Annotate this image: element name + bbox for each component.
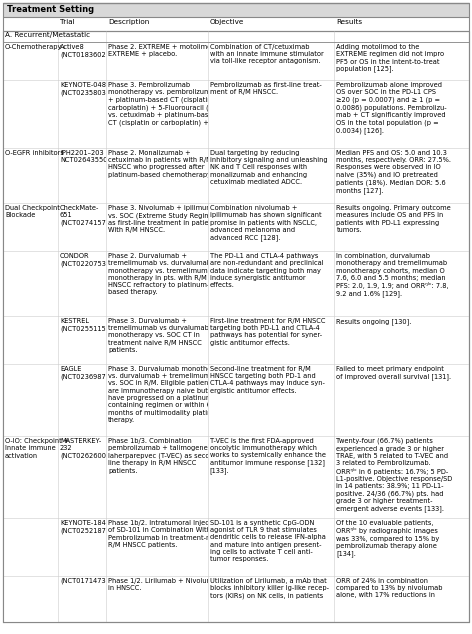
- Text: O-IO: Checkpoint +
Innate immune
activation: O-IO: Checkpoint + Innate immune activat…: [5, 438, 69, 458]
- Text: Phase 3. Nivolumab + ipilimumab
vs. SOC (Extreme Study Regimen)
as first-line tr: Phase 3. Nivolumab + ipilimumab vs. SOC …: [108, 205, 222, 233]
- Text: Description: Description: [108, 19, 149, 25]
- Text: Phase 1b/2. Intratumoral Injections
of SD-101 in Combination With
Pembrolizumab : Phase 1b/2. Intratumoral Injections of S…: [108, 520, 225, 548]
- Text: Of the 10 evaluable patients,
ORRᵑᴵᶜ by radiographic images
was 33%, compared to: Of the 10 evaluable patients, ORRᵑᴵᶜ by …: [337, 520, 439, 557]
- Text: SD-101 is a synthetic CpG-ODN
agonist of TLR 9 that stimulates
dendritic cells t: SD-101 is a synthetic CpG-ODN agonist of…: [210, 520, 326, 562]
- Text: (NCT01714739): (NCT01714739): [60, 578, 112, 585]
- Text: O-Chemotherapy: O-Chemotherapy: [5, 44, 62, 50]
- Text: ORR of 24% in combination
compared to 13% by nivolumab
alone, with 17% reduction: ORR of 24% in combination compared to 13…: [337, 578, 443, 598]
- Text: KEYNOTE-048
(NCT02358031): KEYNOTE-048 (NCT02358031): [60, 82, 112, 96]
- Text: O-EGFR inhibitors: O-EGFR inhibitors: [5, 150, 64, 156]
- Bar: [3, 3, 469, 17]
- Text: Treatment Setting: Treatment Setting: [7, 5, 94, 14]
- Text: Results ongoing. Primary outcome
measures include OS and PFS in
patients with PD: Results ongoing. Primary outcome measure…: [337, 205, 451, 233]
- Text: Pembrolizumab alone improved
OS over SOC in the PD-L1 CPS
≥20 (p = 0.0007) and ≥: Pembrolizumab alone improved OS over SOC…: [337, 82, 447, 134]
- Text: EAGLE
(NCT02369874): EAGLE (NCT02369874): [60, 366, 113, 380]
- Text: Dual targeting by reducing
inhibitory signaling and unleashing
NK and T Cell res: Dual targeting by reducing inhibitory si…: [210, 150, 327, 185]
- Text: KEYNOTE-184
(NCT02521870): KEYNOTE-184 (NCT02521870): [60, 520, 113, 534]
- Text: Phase 2. Durvalumab +
tremelimumab vs. durvalumab
monotherapy vs. tremelimumab
m: Phase 2. Durvalumab + tremelimumab vs. d…: [108, 253, 216, 295]
- Bar: [3, 17, 469, 31]
- Text: Objective: Objective: [210, 19, 244, 25]
- Text: Second-line treatment for R/M
HNSCC targeting both PD-1 and
CTLA-4 pathways may : Second-line treatment for R/M HNSCC targ…: [210, 366, 324, 394]
- Text: Phase 2. EXTREME + motolimod vs.
EXTREME + placebo.: Phase 2. EXTREME + motolimod vs. EXTREME…: [108, 44, 227, 57]
- Text: Combination nivolumab +
ipilimumab has shown significant
promise in patients wit: Combination nivolumab + ipilimumab has s…: [210, 205, 321, 241]
- Text: A. Recurrent/Metastatic: A. Recurrent/Metastatic: [5, 32, 90, 39]
- Bar: [3, 42, 58, 148]
- Text: First-line treatment for R/M HNSCC
targeting both PD-L1 and CTLA-4
pathways has : First-line treatment for R/M HNSCC targe…: [210, 318, 325, 346]
- Text: Phase 1/2. Lirilumab + Nivolumab
in HNSCC.: Phase 1/2. Lirilumab + Nivolumab in HNSC…: [108, 578, 221, 592]
- Text: Failed to meet primary endpoint
of improved overall survival [131].: Failed to meet primary endpoint of impro…: [337, 366, 451, 380]
- Text: Median PFS and OS: 5.0 and 10.3
months, respectively. ORR: 27.5%.
Responses were: Median PFS and OS: 5.0 and 10.3 months, …: [337, 150, 451, 194]
- Text: Results: Results: [337, 19, 362, 25]
- Text: Results ongoing [130].: Results ongoing [130].: [337, 318, 412, 325]
- Text: Combination of CT/cetuximab
with an innate immune stimulator
via toll-like recep: Combination of CT/cetuximab with an inna…: [210, 44, 323, 65]
- Text: In combination, durvalumab
monotherapy and tremelimumab
monotherapy cohorts, med: In combination, durvalumab monotherapy a…: [337, 253, 449, 297]
- Text: The PD-L1 and CTLA-4 pathways
are non-redundant and preclinical
data indicate ta: The PD-L1 and CTLA-4 pathways are non-re…: [210, 253, 323, 288]
- Text: MASTERKEY-
232
(NCT02626000): MASTERKEY- 232 (NCT02626000): [60, 438, 113, 459]
- Bar: [3, 436, 58, 622]
- Bar: [3, 203, 58, 436]
- Bar: [3, 148, 58, 203]
- Text: Adding motolimod to the
EXTREME regimen did not impro
PF5 or OS in the intent-to: Adding motolimod to the EXTREME regimen …: [337, 44, 445, 72]
- Text: CheckMate-
651
(NCT02741570): CheckMate- 651 (NCT02741570): [60, 205, 113, 226]
- Text: Dual Checkpoint
Blockade: Dual Checkpoint Blockade: [5, 205, 60, 218]
- Text: Phase 2. Monalizumab +
cetuximab in patients with R/M
HNSCC who progressed after: Phase 2. Monalizumab + cetuximab in pati…: [108, 150, 212, 178]
- Text: CONDOR
(NCT02207530): CONDOR (NCT02207530): [60, 253, 113, 267]
- Text: KESTREL
(NCT02551159): KESTREL (NCT02551159): [60, 318, 112, 332]
- Text: Phase 1b/3. Combination
pembrolizumab + talimogene
laherparepvec (T-VEC) as seco: Phase 1b/3. Combination pembrolizumab + …: [108, 438, 220, 474]
- Text: Twenty-four (66.7%) patients
experienced a grade 3 or higher
TRAE, with 5 relate: Twenty-four (66.7%) patients experienced…: [337, 438, 453, 512]
- Text: Trial: Trial: [60, 19, 75, 25]
- Text: Phase 3. Durvalumab +
tremelimumab vs durvalumab
monotherapy vs. SOC CT in
treat: Phase 3. Durvalumab + tremelimumab vs du…: [108, 318, 209, 353]
- Text: Phase 3. Durvalumab monotherapy
vs. durvalumab + tremelimumab
vs. SOC in R/M. El: Phase 3. Durvalumab monotherapy vs. durv…: [108, 366, 227, 423]
- Text: T-VEC is the first FDA-approved
oncolytic immunotherapy which
works to systemica: T-VEC is the first FDA-approved oncolyti…: [210, 438, 326, 474]
- Text: IPH2201–203
NCT02643550: IPH2201–203 NCT02643550: [60, 150, 108, 163]
- Text: Active8
(NCT01836029): Active8 (NCT01836029): [60, 44, 112, 58]
- Text: Phase 3. Pembrolizumab
monotherapy vs. pembrolizumab
+ platinum-based CT (cispla: Phase 3. Pembrolizumab monotherapy vs. p…: [108, 82, 228, 126]
- Text: Pembrolizumab as first-line treat-
ment of R/M HNSCC.: Pembrolizumab as first-line treat- ment …: [210, 82, 321, 95]
- Text: Utilization of Lirilumab, a mAb that
blocks inhibitory killer Ig-like recep-
tor: Utilization of Lirilumab, a mAb that blo…: [210, 578, 329, 599]
